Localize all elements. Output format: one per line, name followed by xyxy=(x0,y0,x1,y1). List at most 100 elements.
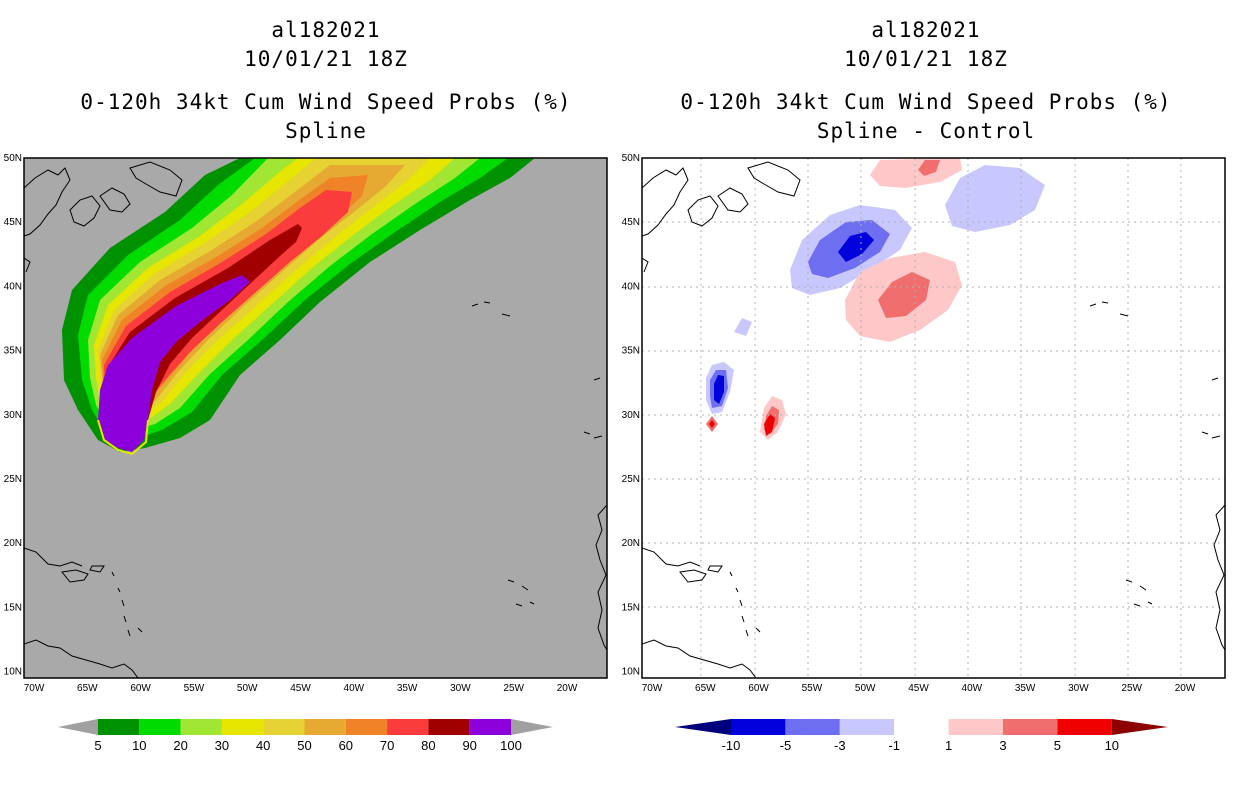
left-product-title: 0-120h 34kt Cum Wind Speed Probs (%) xyxy=(80,90,572,114)
colorbar-segment xyxy=(387,719,429,735)
lat-label: 45N xyxy=(4,217,22,228)
colorbar-label: 10 xyxy=(132,738,146,753)
colorbar-label: 10 xyxy=(1105,738,1119,753)
lat-label: 15N xyxy=(622,602,640,613)
lat-label: 35N xyxy=(622,346,640,357)
lon-label: 65W xyxy=(77,683,98,694)
right-map-frame xyxy=(641,157,1226,679)
colorbar-label: 5 xyxy=(94,738,101,753)
lon-label: 55W xyxy=(802,683,823,694)
right-datetime: 10/01/21 18Z xyxy=(844,47,1008,71)
colorbar-segment xyxy=(428,719,470,735)
colorbar-segment xyxy=(469,719,511,735)
lon-label: 45W xyxy=(908,683,929,694)
colorbar-segment xyxy=(948,719,1003,735)
colorbar-label: -5 xyxy=(780,738,792,753)
colorbar-label: 20 xyxy=(173,738,187,753)
lat-label: 10N xyxy=(4,667,22,678)
colorbar-label: 80 xyxy=(421,738,435,753)
lon-label: 70W xyxy=(24,683,45,694)
lon-label: 30W xyxy=(450,683,471,694)
lon-label: 30W xyxy=(1068,683,1089,694)
lon-label: 35W xyxy=(397,683,418,694)
right-storm-id: al182021 xyxy=(871,18,981,42)
lon-label: 60W xyxy=(748,683,769,694)
colorbar-segment xyxy=(98,719,140,735)
colorbar-label: 40 xyxy=(256,738,270,753)
colorbar-segment xyxy=(839,719,895,735)
colorbar-label: 100 xyxy=(500,738,522,753)
colorbar-low-arrow xyxy=(675,719,731,735)
colorbar-segment xyxy=(221,719,264,735)
colorbar-segment xyxy=(180,719,222,735)
lat-label: 40N xyxy=(622,281,640,292)
right-subtitle: Spline - Control xyxy=(816,119,1036,143)
colorbar-label: 30 xyxy=(215,738,229,753)
lon-label: 40W xyxy=(962,683,983,694)
lon-label: 70W xyxy=(642,683,663,694)
lon-label: 45W xyxy=(290,683,311,694)
lon-label: 35W xyxy=(1015,683,1036,694)
colorbar-segment xyxy=(731,719,786,735)
lon-label: 40W xyxy=(344,683,365,694)
lat-label: 35N xyxy=(4,346,22,357)
right-title: al182021 10/01/21 18Z 0-120h 34kt Cum Wi… xyxy=(626,16,1226,146)
colorbar-label: -10 xyxy=(722,738,741,753)
lat-label: 50N xyxy=(622,153,640,164)
colorbar-label: 1 xyxy=(945,738,952,753)
right-product-title: 0-120h 34kt Cum Wind Speed Probs (%) xyxy=(680,90,1172,114)
colorbar-label: 3 xyxy=(999,738,1006,753)
lon-label: 50W xyxy=(237,683,258,694)
lat-label: 30N xyxy=(622,410,640,421)
lat-label: 10N xyxy=(622,667,640,678)
lat-label: 30N xyxy=(4,410,22,421)
left-map-frame xyxy=(23,157,608,679)
left-title: al182021 10/01/21 18Z 0-120h 34kt Cum Wi… xyxy=(26,16,626,146)
colorbar-label: 90 xyxy=(462,738,476,753)
probability-contours xyxy=(62,158,535,456)
difference-contours xyxy=(706,158,1045,440)
lat-label: 20N xyxy=(4,538,22,549)
lat-label: 45N xyxy=(622,217,640,228)
right-map xyxy=(642,158,1225,678)
lon-label: 25W xyxy=(503,683,524,694)
lon-label: 25W xyxy=(1121,683,1142,694)
colorbar-segment xyxy=(263,719,305,735)
colorbar-high-arrow xyxy=(1111,719,1168,735)
colorbar-segment xyxy=(304,719,346,735)
lon-label: 55W xyxy=(184,683,205,694)
lat-label: 15N xyxy=(4,602,22,613)
left-storm-id: al182021 xyxy=(271,18,381,42)
colorbar-label: -3 xyxy=(834,738,846,753)
left-colorbar: 5 10 20 30 40 50 60 70 80 90 100 xyxy=(58,719,553,753)
colorbar-segment xyxy=(894,719,949,735)
colorbar-low-arrow xyxy=(58,719,98,735)
left-datetime: 10/01/21 18Z xyxy=(244,47,408,71)
left-map xyxy=(24,158,607,678)
colorbar-segment xyxy=(345,719,388,735)
colorbar-label: 70 xyxy=(380,738,394,753)
lon-label: 50W xyxy=(855,683,876,694)
lat-label: 50N xyxy=(4,153,22,164)
colorbar-segment xyxy=(1057,719,1112,735)
colorbar-segment xyxy=(785,719,840,735)
colorbar-label: 5 xyxy=(1054,738,1061,753)
right-colorbar: -10 -5 -3 -1 1 3 5 10 xyxy=(675,719,1168,753)
lat-lon-grid xyxy=(642,158,1225,678)
lon-label: 60W xyxy=(130,683,151,694)
colorbar-label: 50 xyxy=(297,738,311,753)
lat-label: 40N xyxy=(4,281,22,292)
lat-label: 25N xyxy=(622,474,640,485)
colorbar-segment xyxy=(139,719,181,735)
left-subtitle: Spline xyxy=(285,119,367,143)
colorbar-segment xyxy=(1003,719,1058,735)
lat-label: 20N xyxy=(622,538,640,549)
colorbar-label: 60 xyxy=(339,738,353,753)
lon-label: 20W xyxy=(557,683,578,694)
colorbar-label: -1 xyxy=(888,738,900,753)
right-map-background xyxy=(642,158,1225,678)
lon-label: 65W xyxy=(695,683,716,694)
colorbar-high-arrow xyxy=(511,719,553,735)
